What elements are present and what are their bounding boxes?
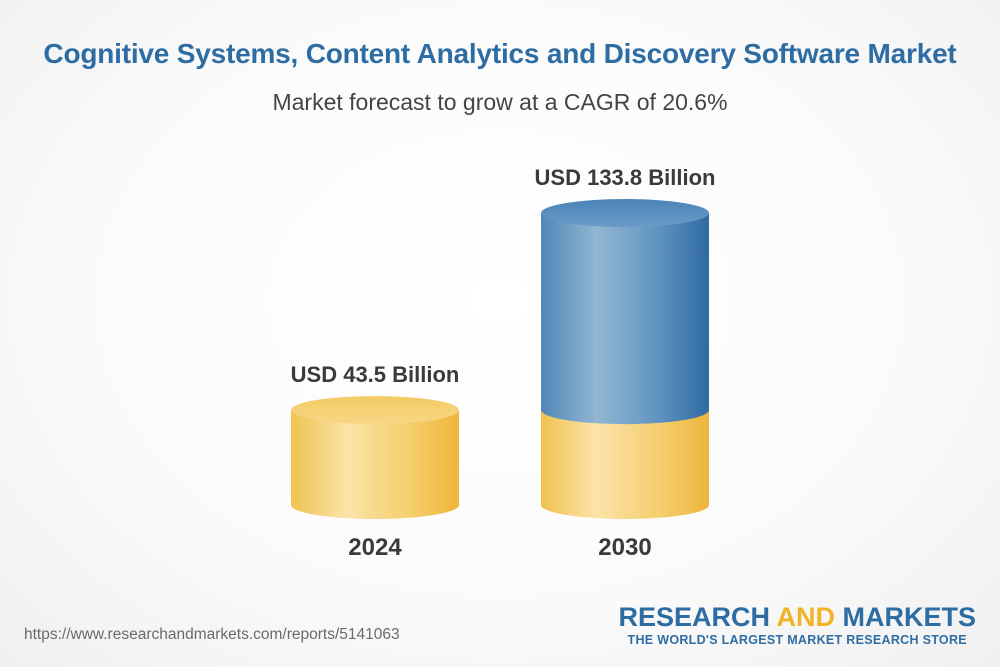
logo-tagline: THE WORLD'S LARGEST MARKET RESEARCH STOR… [627,633,967,647]
category-label-2024: 2024 [348,534,402,561]
cylinder-growth-segment [541,213,709,425]
value-label-2030: USD 133.8 Billion [535,165,716,190]
cylinder-top [541,199,709,227]
logo-word-research: RESEARCH [618,602,770,632]
cylinder-chart: USD 43.5 Billion 2024 USD 133.8 Billion 203… [291,165,716,561]
brand-logo[interactable]: RESEARCH AND MARKETS THE WORLD'S LARGEST… [618,602,976,648]
category-label-2030: 2030 [598,534,651,561]
logo-word-and: AND [776,602,835,632]
chart-subtitle: Market forecast to grow at a CAGR of 20.… [272,89,728,115]
value-label-2024: USD 43.5 Billion [291,362,460,387]
cylinder-base-segment [291,410,459,519]
cylinder-2030 [541,199,709,519]
logo-word-markets: MARKETS [842,602,977,632]
cylinder-top [291,396,459,425]
chart-title: Cognitive Systems, Content Analytics and… [43,38,957,69]
cylinder-base-segment [541,410,709,519]
source-url[interactable]: https://www.researchandmarkets.com/repor… [24,626,400,643]
cylinder-2024 [291,396,459,519]
